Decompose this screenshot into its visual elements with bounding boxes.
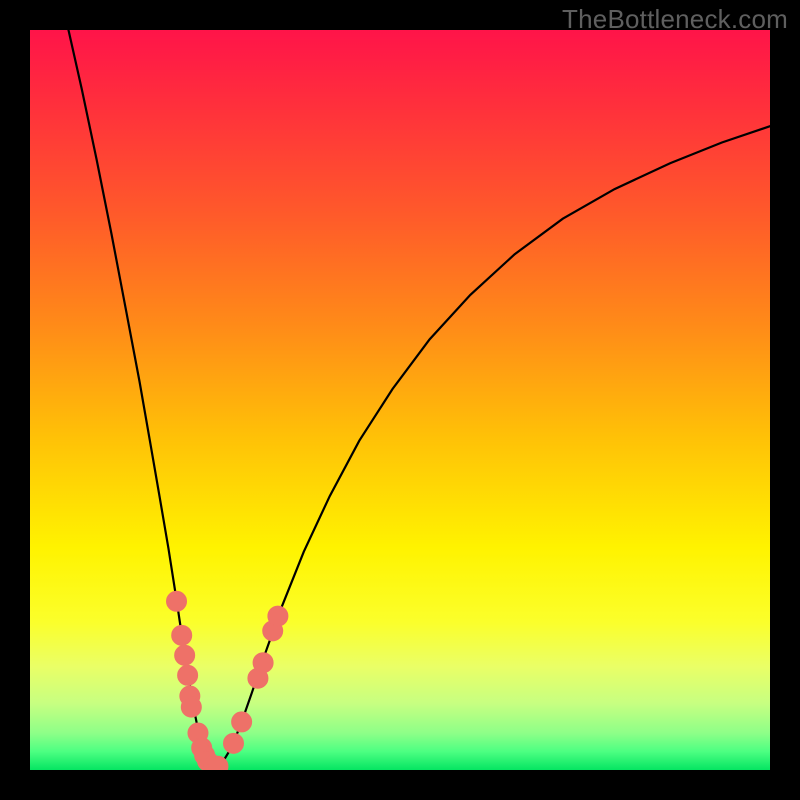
plot-area	[30, 30, 770, 770]
chart-svg	[30, 30, 770, 770]
marker-point	[178, 665, 198, 685]
marker-point	[172, 625, 192, 645]
frame-left	[0, 0, 30, 800]
markers-group	[167, 591, 288, 770]
frame-bottom	[0, 770, 800, 800]
marker-point	[167, 591, 187, 611]
marker-point	[181, 697, 201, 717]
right-curve	[215, 126, 770, 768]
marker-point	[268, 606, 288, 626]
marker-point	[224, 733, 244, 753]
frame-right	[770, 0, 800, 800]
marker-point	[175, 645, 195, 665]
stage: TheBottleneck.com	[0, 0, 800, 800]
watermark-text: TheBottleneck.com	[562, 4, 788, 35]
marker-point	[253, 653, 273, 673]
marker-point	[232, 712, 252, 732]
